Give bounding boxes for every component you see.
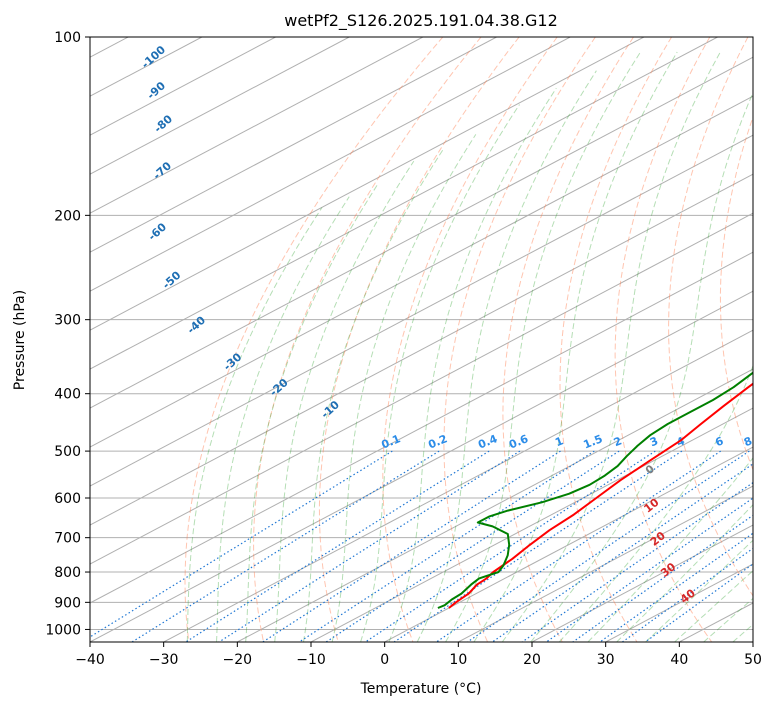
mixing-ratio-line	[218, 450, 521, 642]
moist-adiabat-line	[216, 196, 350, 642]
x-tick-label: 50	[744, 652, 762, 668]
dry-adiabat-line	[443, 37, 596, 642]
mixing-ratio-line	[545, 497, 753, 642]
mixing-ratio-line	[467, 450, 750, 642]
x-tick-label: 40	[670, 652, 688, 668]
x-tick-label: 30	[597, 652, 615, 668]
moist-adiabat-line	[703, 597, 753, 642]
y-tick-label: 300	[54, 313, 81, 329]
x-tick-label: −40	[75, 652, 105, 668]
isotherm-line	[310, 407, 753, 642]
mixing-ratio-line	[262, 450, 561, 642]
dewpoint-profile-line	[437, 371, 753, 609]
y-tick-label: 700	[54, 531, 81, 547]
mixing-ratio-line	[436, 450, 722, 642]
isotherm-line	[90, 37, 350, 175]
isotherm-line	[90, 290, 753, 642]
isotherm-line	[237, 368, 753, 642]
dry-adiabat-line	[253, 37, 482, 642]
moist-adiabat-line	[530, 91, 753, 642]
dry-adiabat-line	[184, 37, 444, 642]
isotherm-line	[163, 329, 753, 642]
mixing-ratio-line	[393, 450, 683, 642]
moist-adiabat-line	[587, 457, 753, 642]
x-axis: −40 −30 −20 −10 0 10 20 30 40 50	[75, 642, 762, 668]
moist-adiabat-line	[558, 364, 753, 642]
dry-adiabat-line	[502, 37, 634, 642]
isotherm-line	[90, 56, 753, 409]
x-tick-label: −20	[223, 652, 253, 668]
moist-adiabat-line	[388, 87, 557, 642]
dry-adiabat-line	[719, 115, 753, 472]
y-tick-label: 100	[54, 30, 81, 46]
moist-adiabat-line	[331, 134, 477, 642]
series-layer	[437, 371, 753, 609]
x-tick-label: 0	[380, 652, 389, 668]
dry-adiabat-line	[559, 37, 673, 642]
x-tick-label: 10	[449, 652, 467, 668]
plot-frame	[89, 36, 754, 643]
isotherm-line	[90, 37, 571, 292]
isotherm-line	[458, 485, 753, 642]
x-tick-label: 20	[523, 652, 541, 668]
isotherm-line	[384, 446, 753, 642]
isotherm-line	[90, 134, 753, 487]
isotherm-line	[90, 37, 424, 214]
moist-adiabat-line	[303, 147, 445, 642]
x-axis-title: Temperature (°C)	[360, 681, 482, 697]
isotherm-line	[90, 37, 718, 370]
y-tick-label: 600	[54, 491, 81, 507]
y-tick-label: 400	[54, 387, 81, 403]
moist-adiabat-line	[416, 70, 597, 642]
isotherm-line	[90, 173, 753, 526]
isotherm-line	[90, 251, 753, 604]
y-tick-label: 900	[54, 595, 81, 611]
y-tick-label: 800	[54, 565, 81, 581]
moist-adiabat-line	[616, 504, 753, 642]
y-axis-title: Pressure (hPa)	[12, 290, 28, 390]
y-axis: 100 200 300 400 500 600 700 800 900 1000	[45, 30, 90, 638]
x-tick-label: −30	[149, 652, 179, 668]
x-tick-label: −10	[296, 652, 326, 668]
mixing-ratio-label: 8	[742, 434, 754, 449]
moist-adiabat-line	[245, 185, 378, 642]
temperature-profile-line	[448, 382, 753, 609]
mixing-ratio-line	[298, 450, 595, 642]
y-tick-label: 1000	[45, 622, 81, 638]
isotherm-line	[90, 95, 753, 448]
dry-adiabat-line	[668, 37, 753, 597]
chart-title: wetPf2_S126.2025.191.04.38.G12	[284, 11, 558, 31]
mixing-ratio-line	[90, 450, 393, 638]
isotherm-line	[90, 212, 753, 565]
mixing-ratio-line	[599, 532, 753, 642]
moist-adiabat-line	[186, 207, 323, 642]
dry-adiabat-line	[382, 37, 558, 642]
moist-adiabat-line	[274, 160, 415, 642]
mixing-ratio-label: 2	[612, 434, 624, 449]
isotherm-line	[531, 524, 753, 642]
y-tick-label: 200	[54, 208, 81, 224]
isotherm-line	[90, 37, 645, 331]
dry-adiabat-line	[614, 37, 713, 642]
y-tick-label: 500	[54, 444, 81, 460]
mixing-ratio-line	[131, 450, 440, 642]
mixing-ratio-line	[491, 463, 753, 642]
mixing-ratio-label: 1	[553, 434, 565, 449]
mixing-ratio-label: 3	[648, 434, 660, 449]
grid-layer	[90, 37, 753, 642]
moist-adiabat-line	[473, 51, 678, 642]
moist-adiabat-line	[360, 104, 520, 642]
isotherm-line	[90, 37, 497, 253]
moist-adiabat-line	[445, 51, 641, 642]
dry-adiabat-line	[318, 37, 520, 642]
